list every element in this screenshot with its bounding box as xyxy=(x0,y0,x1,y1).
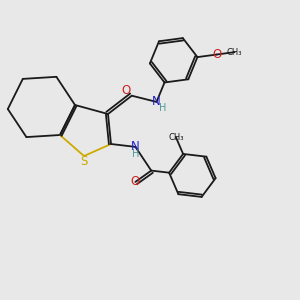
Text: N: N xyxy=(131,140,140,153)
Text: O: O xyxy=(122,84,131,97)
Text: S: S xyxy=(80,155,88,168)
Text: O: O xyxy=(131,176,140,188)
Text: CH₃: CH₃ xyxy=(168,133,184,142)
Text: H: H xyxy=(132,149,139,159)
Text: N: N xyxy=(152,95,161,108)
Text: CH₃: CH₃ xyxy=(227,48,242,57)
Text: O: O xyxy=(212,48,221,61)
Text: H: H xyxy=(159,103,167,113)
